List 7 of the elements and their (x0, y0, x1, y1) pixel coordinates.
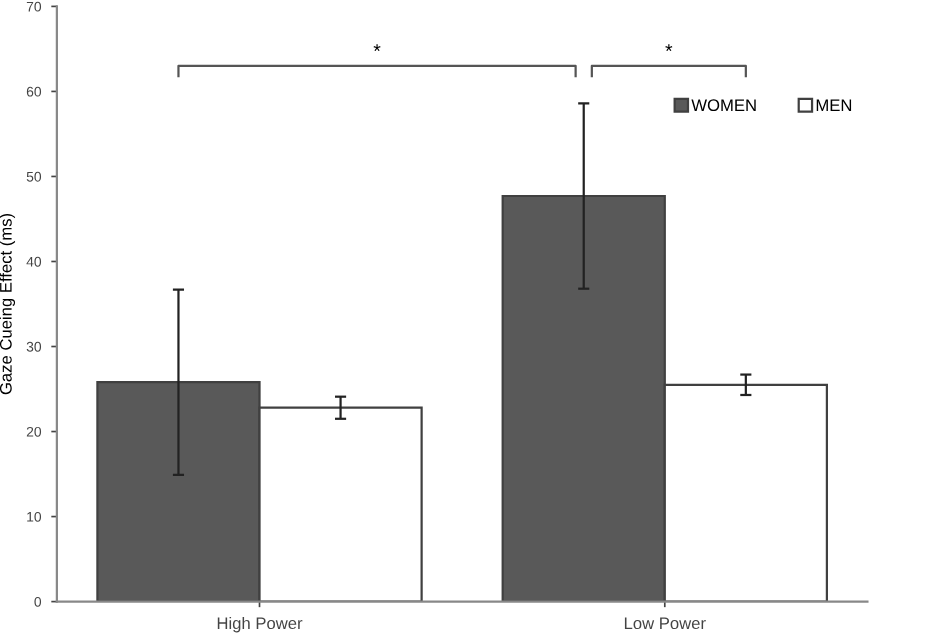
legend-label: WOMEN (691, 99, 756, 112)
y-axis-title: Gaze Cueing Effect (ms) (0, 213, 16, 395)
annotation: * (665, 44, 673, 52)
legend-label: MEN (816, 99, 852, 111)
x-tick-label: Low Power (624, 617, 706, 630)
annotation: * (373, 44, 381, 52)
x-tick-label: High Power (217, 616, 303, 633)
